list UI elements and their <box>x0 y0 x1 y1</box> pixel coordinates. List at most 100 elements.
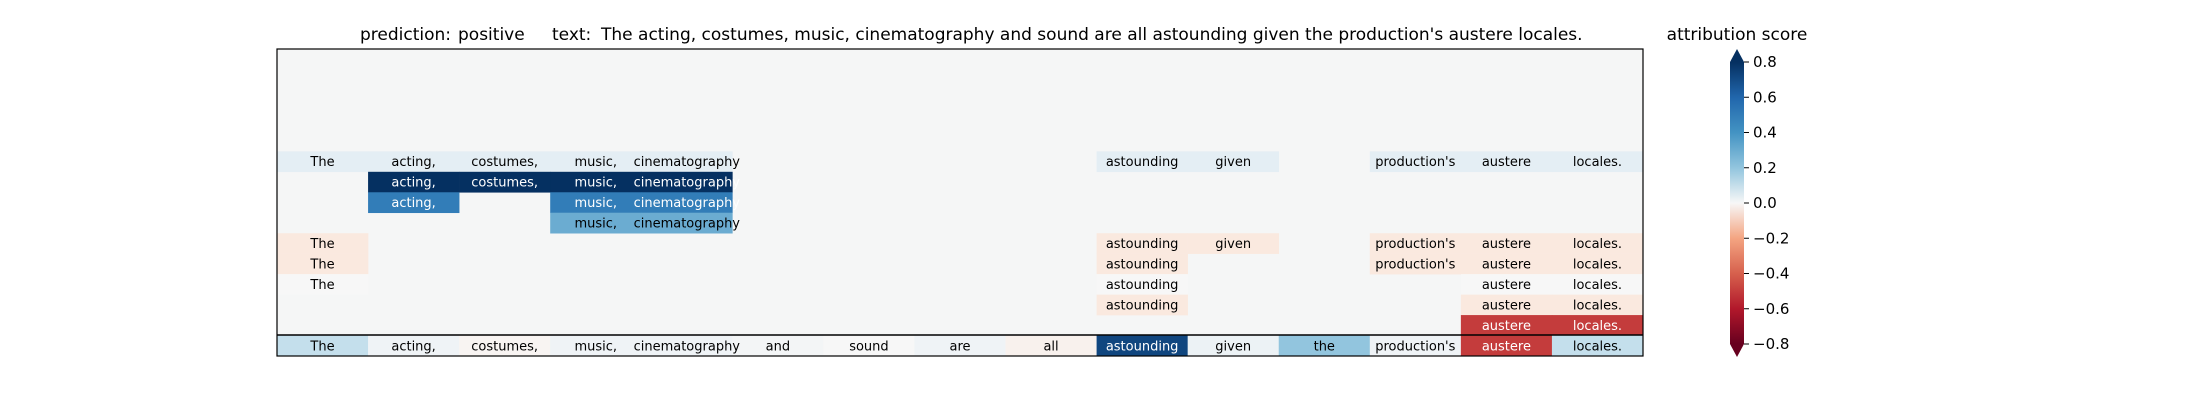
cell-token-label: production's <box>1375 237 1455 252</box>
colorbar-tick-label: −0.2 <box>1753 229 1789 247</box>
cell-token-label: cinematography <box>634 216 741 231</box>
cell-token-label: music, <box>574 196 617 211</box>
cell-token-label: locales. <box>1573 155 1622 170</box>
cell-token-label: locales. <box>1573 257 1622 272</box>
heatmap-cell <box>1096 335 1188 357</box>
heatmap-cell <box>277 151 369 173</box>
heatmap-cell <box>1005 335 1097 357</box>
heatmap-cell <box>550 151 642 173</box>
title-prediction-value: positive <box>458 25 525 45</box>
heatmap-cell <box>1278 335 1371 357</box>
heatmap-cell <box>641 192 733 214</box>
cell-token-label: music, <box>574 176 617 191</box>
heatmap-cell <box>1460 151 1553 173</box>
heatmap-cell <box>1551 315 1644 336</box>
cell-token-label: cinematography <box>634 196 741 211</box>
cell-token-label: astounding <box>1106 278 1179 293</box>
cell-token-label: austere <box>1482 298 1531 313</box>
heatmap-cell <box>368 192 460 214</box>
cell-token-label: astounding <box>1106 298 1179 313</box>
heatmap-cell <box>1551 335 1644 357</box>
heatmap-cell <box>550 212 642 234</box>
heatmap-cell <box>1096 294 1188 316</box>
cell-token-label: astounding <box>1106 257 1179 272</box>
colorbar-tick-label: 0.0 <box>1753 194 1777 212</box>
heatmap-cell <box>1460 315 1553 336</box>
heatmap-cell <box>1551 294 1644 316</box>
heatmap-cell <box>1369 335 1462 357</box>
heatmap-cell <box>1551 274 1644 295</box>
title-text-label: text: <box>552 25 591 45</box>
heatmap-cell <box>368 335 460 357</box>
heatmap-cell <box>1096 253 1188 275</box>
cell-token-label: The <box>309 155 334 170</box>
heatmap-cell <box>1187 151 1280 173</box>
heatmap-cell <box>368 171 460 193</box>
cell-token-label: astounding <box>1106 237 1179 252</box>
chart-title: prediction: positive text: The acting, c… <box>360 25 1583 45</box>
heatmap-cell <box>550 335 642 357</box>
cell-token-label: given <box>1215 155 1251 170</box>
cell-token-label: astounding <box>1106 155 1179 170</box>
heatmap-cell <box>1460 274 1553 295</box>
title-text-value: The acting, costumes, music, cinematogra… <box>600 25 1583 45</box>
cell-token-label: all <box>1043 339 1058 354</box>
cell-token-label: given <box>1215 339 1251 354</box>
colorbar-title: attribution score <box>1667 25 1808 45</box>
cell-token-label: locales. <box>1573 237 1622 252</box>
cell-token-label: production's <box>1375 155 1455 170</box>
cell-token-label: costumes, <box>471 176 538 191</box>
heatmap-cell <box>1460 233 1553 254</box>
colorbar-lower-arrow <box>1730 344 1744 357</box>
heatmap-cell <box>1551 253 1644 275</box>
heatmap-labels: The acting, costumes, music, cinematography a… <box>309 155 1622 354</box>
cell-token-label: locales. <box>1573 339 1622 354</box>
heatmap-cell <box>550 192 642 214</box>
plot-background <box>277 49 1643 356</box>
cell-token-label: locales. <box>1573 278 1622 293</box>
cell-token-label: acting, <box>391 196 435 211</box>
heatmap-cell <box>277 253 369 275</box>
cell-token-label: costumes, <box>471 339 538 354</box>
cell-token-label: austere <box>1482 278 1531 293</box>
cell-token-label: cinematography <box>634 176 741 191</box>
heatmap-cell <box>1369 253 1462 275</box>
cell-token-label: acting, <box>391 176 435 191</box>
cell-token-label: production's <box>1375 339 1455 354</box>
heatmap-cell <box>1460 335 1553 357</box>
cell-token-label: music, <box>574 155 617 170</box>
heatmap-cell <box>1096 151 1188 173</box>
cell-token-label: sound <box>849 339 888 354</box>
heatmap-cell <box>1369 233 1462 254</box>
colorbar: attribution score 0.8 0.6 0.4 0.2 0.0 −0.2 −0.… <box>1667 25 1808 357</box>
heatmap-cell <box>823 335 915 357</box>
heatmap-cell <box>1551 151 1644 173</box>
cell-token-label: The <box>309 339 334 354</box>
cell-token-label: and <box>766 339 790 354</box>
heatmap-cell <box>277 233 369 254</box>
cell-token-label: acting, <box>391 155 435 170</box>
cell-token-label: cinematography <box>634 155 741 170</box>
heatmap-cell <box>1460 294 1553 316</box>
heatmap-cell <box>641 335 733 357</box>
cell-token-label: the <box>1314 339 1335 354</box>
colorbar-tick-label: −0.4 <box>1753 265 1789 283</box>
heatmap-cell <box>641 171 733 193</box>
cell-token-label: costumes, <box>471 155 538 170</box>
heatmap-cell <box>277 335 369 357</box>
cell-token-label: austere <box>1482 339 1531 354</box>
cell-token-label: production's <box>1375 257 1455 272</box>
heatmap-cell <box>641 212 733 234</box>
colorbar-bar <box>1730 62 1744 344</box>
cell-token-label: The <box>309 237 334 252</box>
heatmap-cell <box>459 151 551 173</box>
cell-token-label: music, <box>574 216 617 231</box>
cell-token-label: The <box>309 257 334 272</box>
cell-token-label: acting, <box>391 339 435 354</box>
cell-token-label: The <box>309 278 334 293</box>
cell-token-label: locales. <box>1573 319 1622 334</box>
heatmap-cell <box>459 171 551 193</box>
colorbar-tick-label: 0.8 <box>1753 53 1777 71</box>
plot-frame <box>276 48 1644 357</box>
